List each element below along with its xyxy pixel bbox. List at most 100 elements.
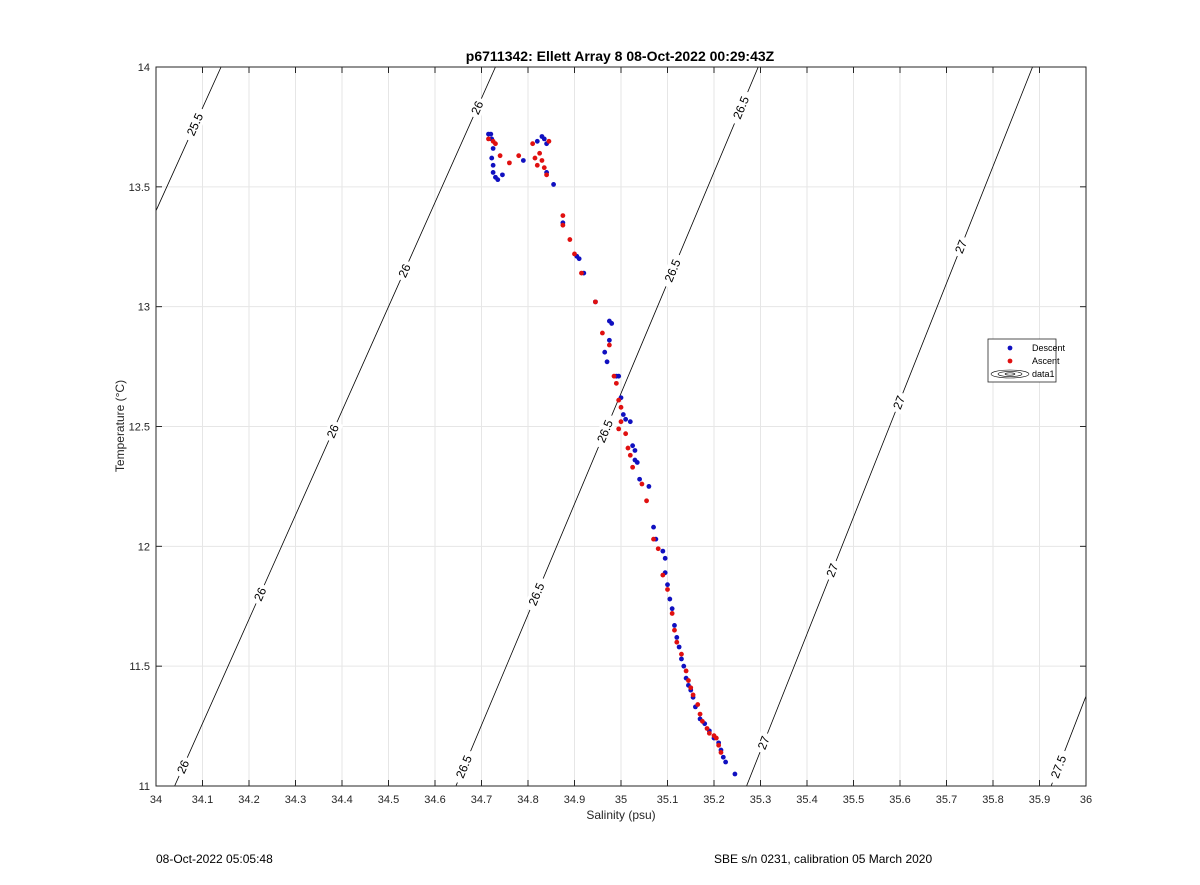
ascent-point bbox=[507, 160, 512, 166]
ascent-point bbox=[660, 572, 666, 578]
ascent-point bbox=[613, 380, 619, 386]
ascent-point bbox=[616, 426, 622, 432]
descent-point bbox=[604, 359, 610, 365]
isopycnal-label: 26 bbox=[249, 582, 271, 607]
isopycnal-label-bg bbox=[466, 95, 488, 120]
isopycnal-label-bg bbox=[822, 558, 843, 583]
ascent-point bbox=[544, 172, 549, 178]
descent-point bbox=[520, 158, 526, 163]
ascent-point bbox=[625, 445, 631, 451]
ascent-point bbox=[644, 498, 649, 504]
ascent-point bbox=[665, 587, 670, 592]
footer-timestamp: 08-Oct-2022 05:05:48 bbox=[156, 852, 273, 866]
ascent-point bbox=[560, 222, 566, 228]
descent-point bbox=[541, 136, 547, 142]
x-tick-label: 34.1 bbox=[192, 794, 213, 806]
descent-point bbox=[602, 349, 608, 355]
x-tick-label: 35.8 bbox=[982, 794, 1003, 806]
ascent-point bbox=[627, 452, 633, 458]
ascent-point bbox=[560, 213, 566, 218]
ascent-point bbox=[616, 397, 622, 403]
ascent-point bbox=[639, 481, 645, 487]
ascent-point bbox=[630, 464, 636, 470]
legend-ascent-marker bbox=[1007, 358, 1013, 364]
legend-ascent-label: Ascent bbox=[1032, 356, 1060, 366]
descent-point bbox=[490, 170, 496, 175]
isopycnal-label-bg bbox=[592, 412, 619, 450]
isopycnal-label: 26 bbox=[322, 419, 344, 444]
x-tick-label: 34.7 bbox=[471, 794, 492, 806]
isopycnal-label-text: 27 bbox=[823, 561, 841, 579]
x-tick-label: 35.5 bbox=[843, 794, 864, 806]
ascent-point bbox=[493, 141, 498, 147]
ascent-point bbox=[623, 431, 629, 437]
x-axis-label: Salinity (psu) bbox=[586, 808, 655, 822]
x-tick-label: 35.3 bbox=[750, 794, 771, 806]
isopycnal-label-bg bbox=[950, 234, 972, 259]
ascent-point bbox=[706, 730, 712, 736]
descent-point bbox=[723, 759, 729, 765]
ascent-point bbox=[713, 735, 719, 741]
isopycnal-label-bg bbox=[1045, 748, 1072, 786]
ascent-point bbox=[695, 702, 701, 707]
ascent-point bbox=[532, 155, 538, 161]
x-tick-label: 35.2 bbox=[703, 794, 724, 806]
y-tick-label: 11 bbox=[139, 781, 150, 793]
descent-point bbox=[495, 177, 501, 183]
isopycnal-label-bg bbox=[394, 258, 416, 283]
ascent-point bbox=[686, 678, 691, 683]
x-tick-label: 36 bbox=[1080, 794, 1092, 806]
ascent-point bbox=[704, 726, 710, 731]
isopycnal-label-bg bbox=[181, 106, 209, 143]
ascent-point bbox=[572, 251, 577, 257]
ascent-point bbox=[618, 419, 624, 425]
legend-descent-label: Descent bbox=[1032, 343, 1066, 353]
descent-point bbox=[669, 606, 675, 612]
descent-point bbox=[632, 448, 638, 453]
isopycnal-label-bg bbox=[888, 390, 910, 415]
descent-point bbox=[490, 146, 496, 151]
x-tick-label: 34.2 bbox=[238, 794, 259, 806]
x-tick-label: 34.9 bbox=[564, 794, 585, 806]
plot-area: 25.5262626262626.526.526.526.526.5272727… bbox=[155, 66, 1087, 787]
isopycnal-label: 27 bbox=[950, 234, 972, 259]
descent-point bbox=[609, 321, 615, 326]
ascent-point bbox=[579, 270, 584, 276]
isopycnal-label-bg bbox=[172, 754, 194, 779]
descent-point bbox=[674, 635, 680, 640]
isopycnal-label-bg bbox=[523, 575, 550, 613]
y-tick-label: 14 bbox=[138, 62, 150, 74]
x-tick-label: 34.6 bbox=[424, 794, 445, 806]
ascent-point bbox=[683, 668, 689, 674]
descent-point bbox=[500, 172, 505, 178]
legend-descent-marker bbox=[1007, 345, 1013, 351]
isopycnal-label-text: 27 bbox=[890, 393, 908, 411]
ascent-point bbox=[546, 138, 552, 144]
x-tick-label: 35.4 bbox=[796, 794, 817, 806]
isopycnal-label-text: 26 bbox=[324, 422, 342, 440]
descent-point bbox=[720, 754, 726, 760]
descent-point bbox=[534, 138, 540, 144]
ascent-point bbox=[716, 742, 722, 748]
descent-point bbox=[637, 476, 642, 482]
isopycnal-label: 26 bbox=[172, 754, 194, 779]
isopycnal-label: 27 bbox=[822, 558, 843, 583]
isopycnal-line-25.5 bbox=[156, 67, 222, 212]
descent-point bbox=[651, 524, 656, 530]
descent-point bbox=[620, 412, 626, 417]
ascent-point bbox=[593, 299, 598, 305]
ascent-point bbox=[534, 162, 540, 168]
ascent-point bbox=[537, 150, 543, 156]
descent-point bbox=[551, 182, 556, 187]
y-axis-label: Temperature (°C) bbox=[113, 380, 127, 472]
y-tick-label: 13 bbox=[138, 302, 150, 314]
legend-data1-label: data1 bbox=[1032, 369, 1055, 379]
ascent-point bbox=[618, 404, 624, 410]
descent-point bbox=[646, 484, 652, 489]
isopycnal-label-text: 26 bbox=[174, 758, 192, 776]
isopycnal-label-bg bbox=[659, 252, 686, 290]
isopycnal-label-bg bbox=[753, 730, 774, 755]
descent-point bbox=[616, 373, 622, 379]
ascent-point bbox=[655, 546, 661, 552]
